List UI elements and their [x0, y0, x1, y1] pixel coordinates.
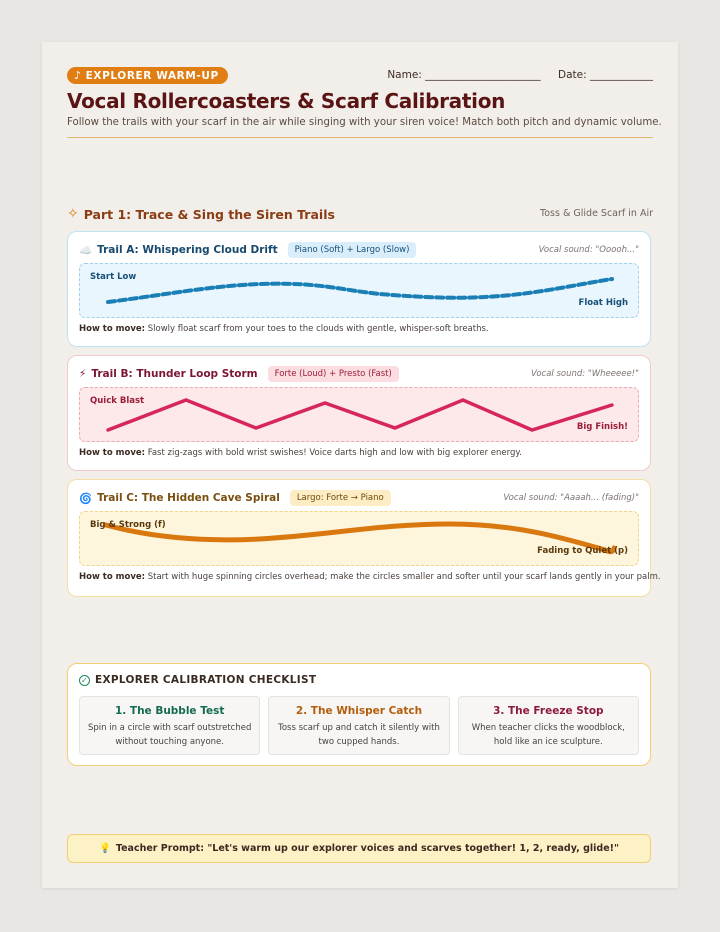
part1-note: Toss & Glide Scarf in Air: [540, 208, 653, 219]
checklist-items: 1. The Bubble Test Spin in a circle with…: [79, 696, 639, 755]
music-note-icon: ♪: [74, 69, 82, 82]
checklist-item-title: 1. The Bubble Test: [114, 705, 225, 717]
trail-b-path: [106, 398, 614, 432]
trail-card-header: 🌀 Trail C: The Hidden Cave Spiral Largo:…: [79, 489, 639, 507]
name-date-fields: Name: ______________________ Date: _____…: [387, 69, 653, 81]
trail-end-label: Fading to Quiet (p): [537, 546, 628, 556]
date-field[interactable]: Date: ____________: [558, 69, 653, 81]
check-circle-icon: ✓: [79, 674, 90, 686]
warmup-badge: ♪ EXPLORER WARM-UP: [67, 67, 228, 84]
checklist-item-title: 3. The Freeze Stop: [493, 705, 604, 717]
how-to-text: Slowly float scarf from your toes to the…: [147, 324, 489, 334]
lightning-icon: ⚡: [79, 368, 87, 380]
checklist-title: ✓ EXPLORER CALIBRATION CHECKLIST: [79, 674, 316, 686]
teacher-prompt-text: Teacher Prompt: "Let's warm up our explo…: [115, 843, 619, 854]
part1-header: ✧ Part 1: Trace & Sing the Siren Trails …: [67, 206, 653, 224]
checklist-item-text: When teacher clicks the woodblock, hold …: [471, 723, 625, 747]
trail-card-a: ☁️ Trail A: Whispering Cloud Drift Piano…: [67, 231, 651, 347]
trail-start-label: Big & Strong (f): [90, 520, 166, 530]
trail-title: ⚡ Trail B: Thunder Loop Storm: [79, 368, 258, 380]
teacher-prompt: 💡 Teacher Prompt: "Let's warm up our exp…: [67, 834, 651, 863]
checklist-title-text: EXPLORER CALIBRATION CHECKLIST: [95, 674, 317, 686]
how-to-text: Start with huge spinning circles overhea…: [147, 572, 661, 582]
name-field[interactable]: Name: ______________________: [387, 69, 541, 81]
how-to-move: How to move: Slowly float scarf from you…: [79, 324, 639, 334]
header-divider: [67, 137, 653, 138]
trail-path-box: Big & Strong (f) Fading to Quiet (p): [79, 511, 639, 566]
trail-start-label: Start Low: [90, 272, 137, 282]
trail-title-text: Trail C: The Hidden Cave Spiral: [97, 492, 280, 504]
trail-title-text: Trail A: Whispering Cloud Drift: [97, 244, 278, 256]
trail-card-c: 🌀 Trail C: The Hidden Cave Spiral Largo:…: [67, 479, 661, 597]
dynamics-tag: Largo: Forte → Piano: [289, 490, 391, 506]
part1-title-text: Part 1: Trace & Sing the Siren Trails: [83, 206, 335, 222]
trail-title: ☁️ Trail A: Whispering Cloud Drift: [79, 244, 278, 257]
sparkle-icon: ✧: [67, 206, 79, 222]
how-to-move: How to move: Start with huge spinning ci…: [79, 572, 661, 582]
checklist-item-text: Spin in a circle with scarf outstretched…: [87, 723, 252, 747]
trail-card-header: ☁️ Trail A: Whispering Cloud Drift Piano…: [79, 241, 639, 259]
how-to-text: Fast zig-zags with bold wrist swishes! V…: [147, 448, 522, 458]
trail-path-box: Quick Blast Big Finish!: [79, 387, 639, 442]
trail-c-path: [103, 521, 617, 555]
part1-title: ✧ Part 1: Trace & Sing the Siren Trails: [67, 206, 335, 222]
checklist-item-title: 2. The Whisper Catch: [295, 705, 423, 717]
trail-end-label: Float High: [578, 298, 628, 308]
how-to-label: How to move:: [79, 324, 146, 334]
checklist-item: 3. The Freeze Stop When teacher clicks t…: [457, 696, 639, 755]
page-subtitle: Follow the trails with your scarf in the…: [67, 117, 662, 128]
cloud-icon: ☁️: [79, 244, 93, 257]
how-to-move: How to move: Fast zig-zags with bold wri…: [79, 448, 639, 458]
page-title: Vocal Rollercoasters & Scarf Calibration: [67, 89, 506, 113]
trail-start-label: Quick Blast: [90, 396, 145, 406]
trail-card-header: ⚡ Trail B: Thunder Loop Storm Forte (Lou…: [79, 365, 639, 383]
worksheet-page: ♪ EXPLORER WARM-UP Name: _______________…: [42, 42, 678, 888]
how-to-label: How to move:: [79, 448, 146, 458]
checklist-item: 1. The Bubble Test Spin in a circle with…: [79, 696, 261, 755]
trail-end-label: Big Finish!: [576, 422, 628, 432]
trail-path-box: Start Low Float High: [79, 263, 639, 318]
vocal-sound: Vocal sound: "Wheeeee!": [531, 369, 639, 379]
dynamics-tag: Forte (Loud) + Presto (Fast): [267, 366, 399, 382]
calibration-checklist: ✓ EXPLORER CALIBRATION CHECKLIST 1. The …: [67, 663, 651, 766]
vocal-sound: Vocal sound: "Aaaah... (fading)": [503, 493, 639, 503]
checklist-item: 2. The Whisper Catch Toss scarf up and c…: [268, 696, 450, 755]
badge-label: EXPLORER WARM-UP: [85, 69, 219, 82]
lightbulb-icon: 💡: [99, 843, 111, 854]
dynamics-tag: Piano (Soft) + Largo (Slow): [287, 242, 417, 258]
spiral-icon: 🌀: [79, 492, 93, 505]
trail-title: 🌀 Trail C: The Hidden Cave Spiral: [79, 492, 280, 505]
trail-title-text: Trail B: Thunder Loop Storm: [91, 368, 258, 380]
trail-a-path: [106, 277, 614, 304]
trail-card-b: ⚡ Trail B: Thunder Loop Storm Forte (Lou…: [67, 355, 651, 471]
checklist-item-text: Toss scarf up and catch it silently with…: [278, 723, 440, 747]
vocal-sound: Vocal sound: "Ooooh...": [538, 245, 639, 255]
how-to-label: How to move:: [79, 572, 146, 582]
